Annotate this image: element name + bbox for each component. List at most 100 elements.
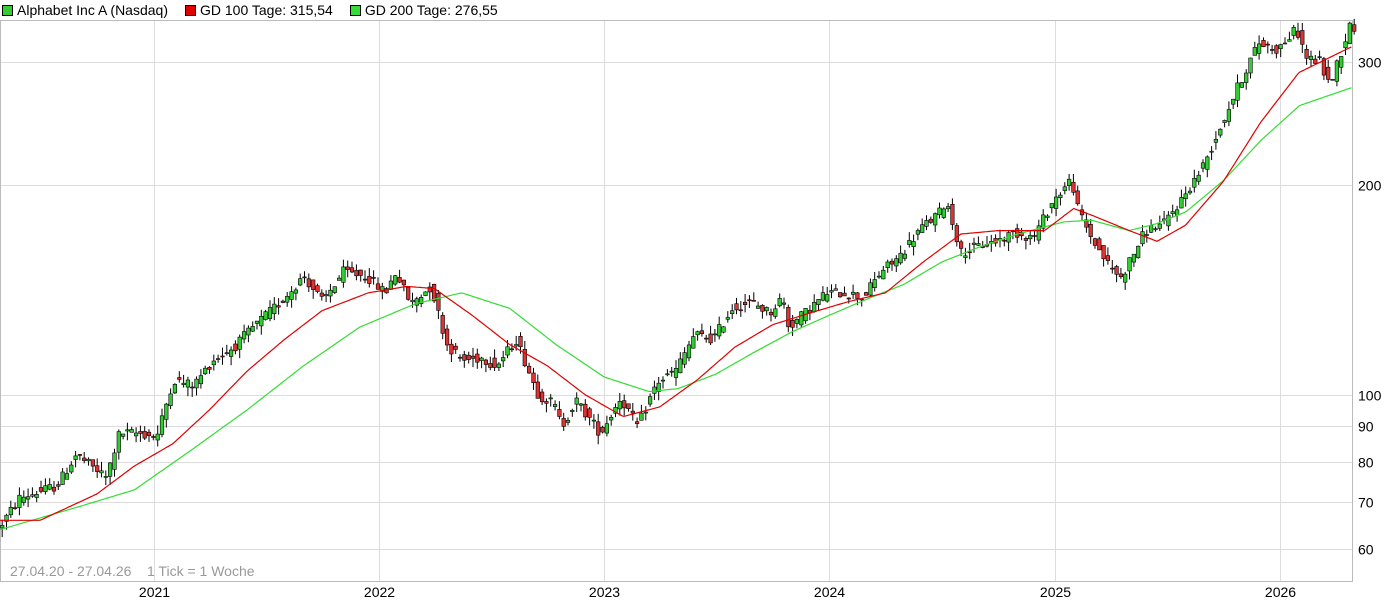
- candle-down: [453, 345, 458, 350]
- candle-up: [829, 290, 834, 293]
- candle-down: [1071, 182, 1076, 193]
- candle-down: [367, 276, 372, 284]
- candle-up: [565, 419, 571, 423]
- y-tick-label: 100: [1358, 388, 1382, 404]
- candle-down: [1023, 238, 1028, 241]
- candle-up: [578, 403, 584, 406]
- candle-up: [933, 213, 938, 226]
- candle-down: [1300, 30, 1305, 45]
- candle-up: [915, 230, 920, 235]
- y-axis-labels: 60 70 80 90 100 200 300: [1358, 55, 1382, 558]
- candle-up: [820, 292, 825, 301]
- candle-up: [799, 311, 804, 326]
- candle-down: [781, 302, 787, 305]
- candle-down: [1317, 56, 1322, 59]
- x-tick-label: 2026: [1265, 584, 1296, 600]
- candle-up: [259, 315, 264, 327]
- y-tick-label: 300: [1358, 55, 1382, 71]
- candle-up: [116, 431, 121, 453]
- candle-up: [393, 275, 398, 285]
- candle-down: [842, 292, 847, 297]
- candle-up: [121, 433, 126, 437]
- candle-up: [1235, 82, 1240, 101]
- date-range-label: 27.04.20 - 27.04.26: [10, 563, 132, 579]
- candle-down: [431, 283, 437, 302]
- candle-up: [168, 393, 173, 406]
- x-tick-label: 2025: [1040, 584, 1071, 600]
- candle-up: [894, 258, 899, 267]
- candle-up: [64, 473, 70, 480]
- candle-up: [229, 349, 234, 357]
- candle-down: [526, 365, 532, 374]
- candle-down: [190, 386, 195, 389]
- candle-up: [164, 403, 169, 420]
- candle-down: [1118, 273, 1123, 277]
- candle-up: [656, 382, 661, 392]
- candle-down: [220, 355, 225, 358]
- candle-up: [388, 280, 394, 290]
- candle-up: [1036, 225, 1041, 241]
- candle-up: [272, 303, 277, 315]
- candle-down: [375, 283, 381, 290]
- candle-up: [17, 494, 22, 508]
- candle-down: [1326, 66, 1331, 80]
- candle-up: [971, 242, 977, 245]
- candle-up: [1213, 139, 1218, 143]
- candle-down: [280, 300, 286, 303]
- candle-up: [30, 494, 35, 497]
- candle-up: [1222, 120, 1227, 123]
- candle-up: [1140, 231, 1145, 245]
- candle-up: [924, 220, 929, 227]
- candle-down: [440, 315, 445, 334]
- candle-up: [712, 333, 717, 336]
- candle-up: [216, 358, 221, 360]
- candle-up: [112, 452, 117, 470]
- candle-down: [768, 311, 774, 316]
- candle-down: [1282, 42, 1288, 45]
- candle-down: [1265, 43, 1270, 46]
- candle-up: [902, 253, 907, 259]
- candle-up: [203, 367, 208, 375]
- candle-down: [846, 297, 851, 300]
- candle-up: [1200, 162, 1206, 169]
- candle-up: [419, 296, 424, 304]
- candle-up: [1054, 196, 1059, 209]
- candle-up: [876, 275, 882, 278]
- legend-swatch-price: [2, 4, 13, 16]
- candle-down: [790, 319, 795, 328]
- candle-down: [535, 381, 540, 399]
- candle-up: [1257, 43, 1262, 54]
- candle-up: [108, 462, 113, 477]
- candle-up: [172, 383, 178, 394]
- candle-down: [77, 454, 82, 456]
- candle-up: [159, 415, 165, 435]
- candle-up: [898, 252, 903, 264]
- candle-up: [868, 282, 873, 296]
- candle-up: [73, 455, 78, 460]
- candle-up: [1248, 57, 1253, 74]
- candle-up: [254, 320, 260, 324]
- candle-up: [850, 291, 856, 295]
- candle-up: [812, 301, 817, 313]
- candle-down: [177, 377, 182, 380]
- candle-down: [1092, 238, 1098, 246]
- legend-item-gd100: GD 100 Tage: 315,54: [183, 2, 333, 18]
- candle-down: [38, 487, 44, 492]
- candle-down: [539, 391, 545, 403]
- candle-down: [889, 260, 895, 265]
- candle-down: [311, 279, 316, 290]
- candle-up: [246, 327, 251, 336]
- candle-up: [691, 336, 696, 349]
- candle-down: [142, 431, 147, 439]
- candle-down: [1088, 224, 1093, 238]
- candle-down: [751, 299, 756, 302]
- candle-up: [99, 470, 104, 474]
- candle-down: [622, 400, 627, 409]
- candle-down: [954, 225, 959, 243]
- candle-up: [293, 289, 299, 294]
- candle-up: [8, 506, 13, 516]
- candle-down: [397, 277, 402, 283]
- candle-up: [1252, 47, 1257, 56]
- candle-up: [552, 404, 558, 407]
- candle-up: [211, 360, 216, 366]
